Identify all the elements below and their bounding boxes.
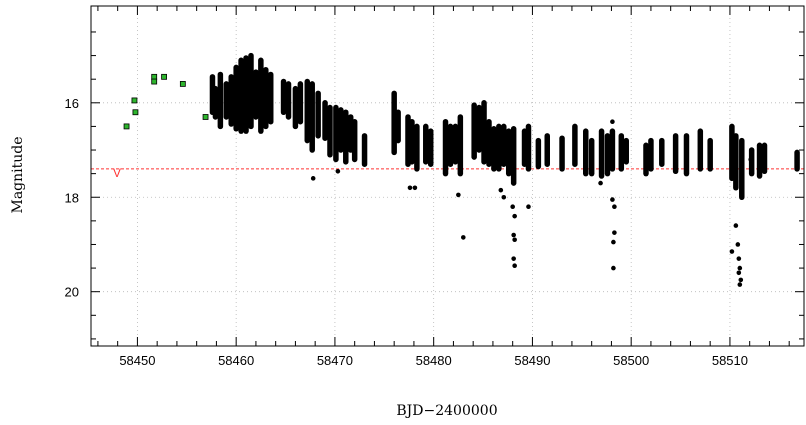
data-point [611,239,616,245]
data-point [510,204,515,209]
green-data-points [123,73,209,130]
plot-frame [90,5,805,347]
green-square-point [161,73,167,80]
x-tick-label: 58470 [317,353,353,368]
green-square-point [151,73,158,80]
x-tick-labels: 58450 58460 58470 58480 58490 58500 58510 [119,353,748,368]
y-tick-labels: 16 18 20 [65,96,79,300]
data-point [598,180,603,186]
green-square-point [123,123,130,130]
data-point [511,232,516,238]
data-point [612,204,617,209]
data-point [610,119,615,124]
data-point [526,204,531,209]
x-tick-label: 58460 [218,353,254,368]
data-point [512,237,517,243]
x-tick-label: 58500 [613,353,649,368]
data-point [512,213,517,219]
data-point [738,277,744,283]
x-tick-label: 58510 [712,353,748,368]
data-point [610,197,615,202]
green-square-point [179,81,186,87]
data-point [737,282,743,287]
data-point [461,235,466,240]
data-point [735,242,741,247]
data-point [310,176,316,181]
x-tick-label: 58480 [416,353,452,368]
data-point [335,168,341,174]
data-point [733,223,739,228]
data-point [412,185,418,191]
data-point [736,270,742,276]
data-point [407,185,413,191]
data-point [737,265,743,271]
data-point [736,256,742,261]
y-tick-label: 16 [65,96,79,111]
green-square-point [131,97,138,104]
v-reference-label: V [113,166,121,180]
data-point [498,187,504,193]
x-tick-label: 58490 [514,353,550,368]
green-square-point [151,78,158,85]
green-square-point [202,114,209,120]
y-axis-title: Magnitude [10,136,26,213]
green-square-point [132,109,139,116]
x-axis-title: BJD−2400000 [396,403,497,419]
data-point [611,265,616,271]
data-point [512,263,517,269]
data-point [456,192,461,198]
data-point [511,256,516,261]
y-tick-label: 20 [65,285,79,300]
black-data-points [209,52,800,287]
grid-lines [91,6,804,346]
data-point [612,230,617,235]
data-point [748,157,753,162]
x-tick-label: 58450 [119,353,155,368]
axis-ticks [91,6,804,346]
y-tick-label: 18 [65,190,79,205]
data-point [501,194,507,200]
data-point [729,249,735,254]
